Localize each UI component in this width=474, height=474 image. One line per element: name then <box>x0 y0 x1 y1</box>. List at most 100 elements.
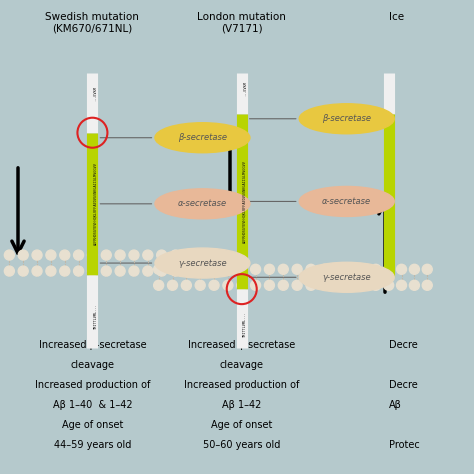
Circle shape <box>397 280 407 290</box>
Text: 50–60 years old: 50–60 years old <box>203 440 281 450</box>
Text: Increased production of: Increased production of <box>184 380 300 390</box>
Circle shape <box>182 264 191 274</box>
Circle shape <box>223 264 233 274</box>
Text: β-secretase: β-secretase <box>178 133 227 142</box>
Circle shape <box>154 264 164 274</box>
Circle shape <box>129 250 139 260</box>
Circle shape <box>264 280 274 290</box>
Circle shape <box>115 266 125 276</box>
Circle shape <box>167 264 177 274</box>
Text: Increased β-secretase: Increased β-secretase <box>38 340 146 350</box>
Text: Decre: Decre <box>389 380 418 390</box>
Circle shape <box>209 280 219 290</box>
Circle shape <box>292 280 302 290</box>
Text: α-secretase: α-secretase <box>178 200 227 208</box>
Circle shape <box>18 266 28 276</box>
Circle shape <box>60 250 70 260</box>
Text: Increased production of: Increased production of <box>35 380 150 390</box>
Circle shape <box>306 264 316 274</box>
Circle shape <box>143 266 153 276</box>
Circle shape <box>87 266 98 276</box>
Circle shape <box>237 280 247 290</box>
Circle shape <box>32 250 42 260</box>
Circle shape <box>278 280 288 290</box>
Text: 44–59 years old: 44–59 years old <box>54 440 131 450</box>
Circle shape <box>358 280 368 290</box>
Circle shape <box>264 264 274 274</box>
Circle shape <box>410 280 419 290</box>
Circle shape <box>237 264 247 274</box>
Ellipse shape <box>299 104 394 134</box>
Circle shape <box>60 266 70 276</box>
Text: γ-secretase: γ-secretase <box>322 273 371 282</box>
Circle shape <box>182 280 191 290</box>
Text: Increased γ-secretase: Increased γ-secretase <box>188 340 295 350</box>
Circle shape <box>371 280 381 290</box>
Circle shape <box>209 264 219 274</box>
Text: β-secretase: β-secretase <box>322 114 371 123</box>
Circle shape <box>397 264 407 274</box>
Text: Aβ 1–42: Aβ 1–42 <box>222 400 262 410</box>
Circle shape <box>46 266 56 276</box>
Text: Ice: Ice <box>389 12 404 22</box>
Text: TMITTLVML...: TMITTLVML... <box>93 304 98 329</box>
Circle shape <box>278 264 288 274</box>
Text: Aβ: Aβ <box>389 400 401 410</box>
Circle shape <box>383 264 394 274</box>
Circle shape <box>195 264 205 274</box>
Circle shape <box>101 266 111 276</box>
Circle shape <box>87 250 98 260</box>
Text: cleavage: cleavage <box>71 360 114 370</box>
Circle shape <box>171 266 181 276</box>
Text: AEFRHDSGYEVHHQKLVFFAEDVGSNKGAIIGLMVGGVV: AEFRHDSGYEVHHQKLVFFAEDVGSNKGAIIGLMVGGVV <box>243 160 247 243</box>
Text: Aβ 1–40  & 1–42: Aβ 1–40 & 1–42 <box>53 400 132 410</box>
Circle shape <box>422 280 432 290</box>
Circle shape <box>73 266 83 276</box>
Circle shape <box>129 266 139 276</box>
Circle shape <box>115 250 125 260</box>
Ellipse shape <box>299 262 394 292</box>
Circle shape <box>157 266 167 276</box>
Text: Age of onset: Age of onset <box>62 420 123 430</box>
Circle shape <box>410 264 419 274</box>
Text: ...EVKM: ...EVKM <box>93 86 98 100</box>
Circle shape <box>195 280 205 290</box>
Circle shape <box>383 280 394 290</box>
Text: Protec: Protec <box>389 440 419 450</box>
Circle shape <box>171 250 181 260</box>
Circle shape <box>143 250 153 260</box>
Ellipse shape <box>155 248 250 278</box>
Ellipse shape <box>299 186 394 217</box>
Circle shape <box>345 280 355 290</box>
Ellipse shape <box>155 123 250 153</box>
Circle shape <box>101 250 111 260</box>
Circle shape <box>422 264 432 274</box>
Circle shape <box>320 280 330 290</box>
Circle shape <box>371 264 381 274</box>
Circle shape <box>345 264 355 274</box>
Text: γ-secretase: γ-secretase <box>178 259 227 267</box>
Text: AEFRHDSGYEVHHQKLVFFAEDVGSNKGAIIGLMVGGVV: AEFRHDSGYEVHHQKLVFFAEDVGSNKGAIIGLMVGGVV <box>93 163 98 245</box>
Text: cleavage: cleavage <box>220 360 264 370</box>
Circle shape <box>167 280 177 290</box>
Text: ...EVKM: ...EVKM <box>243 81 247 96</box>
Circle shape <box>292 264 302 274</box>
Text: α-secretase: α-secretase <box>322 197 371 206</box>
Text: London mutation
(V7171): London mutation (V7171) <box>197 12 286 34</box>
Circle shape <box>306 280 316 290</box>
Circle shape <box>154 280 164 290</box>
Circle shape <box>4 266 14 276</box>
Circle shape <box>223 280 233 290</box>
Circle shape <box>320 264 330 274</box>
Text: TMITTLVML...: TMITTLVML... <box>243 311 247 337</box>
Ellipse shape <box>155 189 250 219</box>
Circle shape <box>32 266 42 276</box>
Circle shape <box>4 250 14 260</box>
Text: Decre: Decre <box>389 340 418 350</box>
Circle shape <box>18 250 28 260</box>
Text: Age of onset: Age of onset <box>211 420 273 430</box>
Circle shape <box>46 250 56 260</box>
Text: Swedish mutation
(KM670/671NL): Swedish mutation (KM670/671NL) <box>46 12 139 34</box>
Circle shape <box>157 250 167 260</box>
Circle shape <box>251 264 261 274</box>
